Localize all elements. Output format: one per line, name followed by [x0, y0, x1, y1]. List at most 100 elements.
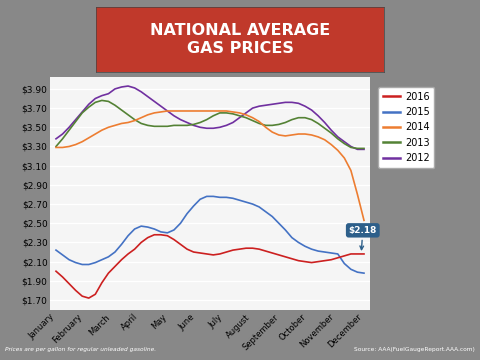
2016	[165, 234, 170, 238]
2015	[158, 230, 164, 234]
2013	[230, 112, 236, 116]
2016	[315, 260, 321, 264]
2016	[256, 247, 262, 251]
2013	[309, 117, 314, 122]
2012	[204, 126, 210, 130]
2015	[341, 261, 347, 266]
2014	[341, 156, 347, 160]
2014	[158, 110, 164, 114]
2013	[165, 124, 170, 129]
2016	[289, 257, 295, 261]
2012	[53, 137, 59, 141]
2015	[237, 198, 242, 202]
2013	[341, 141, 347, 146]
2013	[204, 117, 210, 122]
2015	[151, 227, 157, 231]
2013	[66, 128, 72, 132]
2013	[151, 124, 157, 129]
2015	[309, 247, 314, 251]
2012	[289, 100, 295, 104]
2015	[322, 250, 327, 254]
2015	[224, 195, 229, 199]
2016	[119, 257, 124, 262]
2014	[184, 109, 190, 113]
2015	[289, 235, 295, 240]
2012	[217, 125, 223, 130]
2015	[112, 250, 118, 254]
2012	[328, 128, 334, 132]
2015	[283, 228, 288, 232]
2012	[158, 104, 164, 108]
2015	[256, 205, 262, 209]
2013	[112, 103, 118, 107]
2015	[165, 231, 170, 235]
2013	[79, 111, 85, 115]
2014	[204, 109, 210, 113]
2012	[73, 117, 79, 122]
2013	[132, 117, 137, 122]
2015	[230, 196, 236, 201]
2012	[224, 123, 229, 127]
2013	[315, 121, 321, 126]
2014	[315, 135, 321, 139]
2014	[73, 143, 79, 147]
2013	[106, 99, 111, 104]
2013	[184, 123, 190, 127]
2016	[237, 247, 242, 251]
2014	[289, 133, 295, 137]
2014	[106, 125, 111, 130]
2013	[158, 124, 164, 129]
2016	[335, 256, 341, 260]
2014	[125, 120, 131, 125]
2012	[296, 101, 301, 105]
2013	[276, 122, 282, 127]
2014	[60, 145, 65, 150]
2013	[197, 120, 203, 125]
2014	[263, 125, 269, 130]
2015	[53, 248, 59, 252]
2013	[171, 123, 177, 127]
2016	[86, 296, 92, 300]
2013	[224, 111, 229, 115]
2012	[138, 90, 144, 94]
2015	[243, 200, 249, 204]
Line: 2013: 2013	[56, 100, 364, 148]
2012	[79, 110, 85, 114]
2012	[132, 86, 137, 90]
2015	[106, 255, 111, 259]
2012	[99, 94, 105, 98]
2013	[53, 144, 59, 149]
2013	[93, 100, 98, 104]
2014	[224, 109, 229, 113]
2012	[60, 132, 65, 136]
2014	[355, 192, 360, 197]
Line: 2016: 2016	[56, 235, 364, 298]
2012	[86, 102, 92, 107]
2015	[99, 257, 105, 262]
2014	[86, 136, 92, 140]
2012	[119, 85, 124, 89]
2015	[138, 224, 144, 228]
2014	[217, 109, 223, 113]
2015	[184, 211, 190, 216]
2016	[309, 260, 314, 265]
2016	[171, 237, 177, 242]
2016	[60, 275, 65, 279]
2012	[210, 126, 216, 130]
2012	[348, 144, 354, 149]
2015	[73, 260, 79, 265]
Text: Source: AAA(FuelGaugeReport.AAA.com): Source: AAA(FuelGaugeReport.AAA.com)	[354, 347, 475, 352]
2015	[191, 204, 196, 208]
2012	[256, 104, 262, 108]
2012	[276, 101, 282, 105]
2012	[106, 91, 111, 96]
2016	[79, 294, 85, 298]
2014	[171, 109, 177, 113]
2014	[93, 132, 98, 136]
2016	[230, 248, 236, 252]
2015	[355, 270, 360, 274]
2012	[361, 147, 367, 152]
2016	[217, 252, 223, 256]
2015	[197, 197, 203, 201]
2012	[341, 140, 347, 144]
